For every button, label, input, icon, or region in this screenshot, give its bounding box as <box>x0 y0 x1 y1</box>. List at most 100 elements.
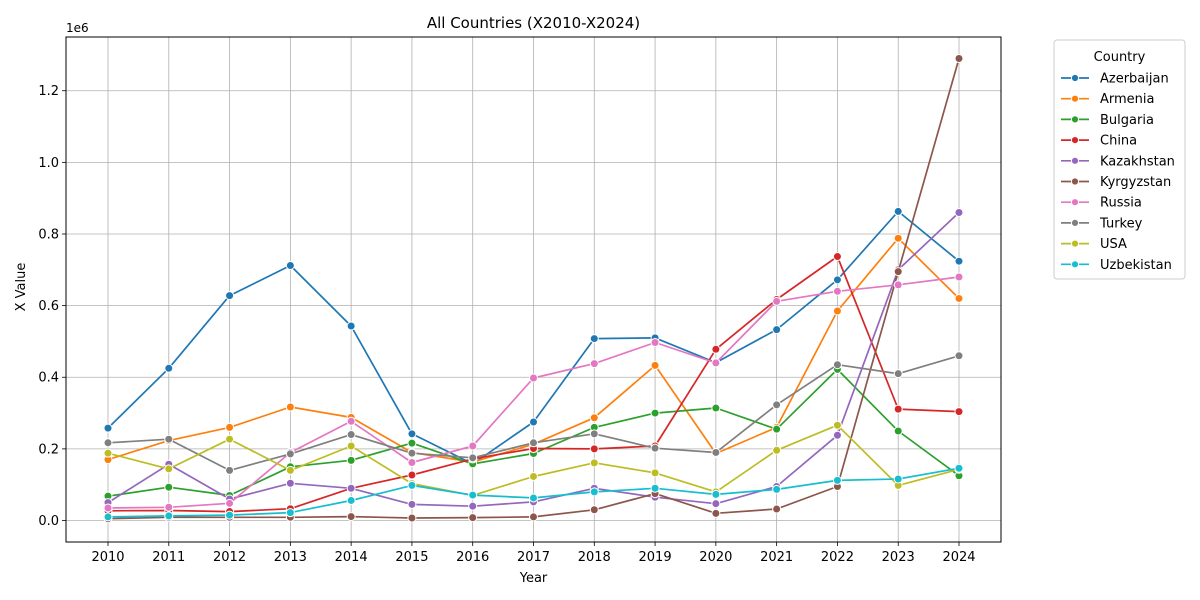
data-point-azerbaijan <box>832 275 842 285</box>
data-point-bulgaria <box>650 408 660 418</box>
legend-label: China <box>1100 134 1137 149</box>
legend-marker <box>1070 198 1080 207</box>
data-point-turkey <box>711 447 721 457</box>
chart-title: All Countries (X2010-X2024) <box>427 14 640 32</box>
legend-item-bulgaria: Bulgaria <box>1061 113 1154 128</box>
data-point-azerbaijan <box>225 291 235 301</box>
legend-label: Uzbekistan <box>1100 258 1172 273</box>
x-tick-label: 2019 <box>639 550 672 565</box>
data-point-turkey <box>407 448 417 458</box>
data-point-usa <box>772 445 782 455</box>
y-tick-label: 1.2 <box>38 84 59 99</box>
legend-marker <box>1070 94 1080 103</box>
legend-marker <box>1070 115 1080 124</box>
series-kyrgyzstan <box>103 53 964 524</box>
x-tick-label: 2024 <box>942 550 975 565</box>
data-point-bulgaria <box>346 455 356 465</box>
data-point-armenia <box>285 402 295 412</box>
series-uzbekistan <box>103 463 964 522</box>
y-axis: 0.0 0.2 0.4 0.6 0.8 1.0 1.2 <box>38 84 66 529</box>
data-point-uzbekistan <box>407 480 417 490</box>
data-point-turkey <box>650 443 660 453</box>
data-point-uzbekistan <box>772 484 782 494</box>
data-point-bulgaria <box>164 482 174 492</box>
legend-marker <box>1070 177 1080 186</box>
x-tick-label: 2015 <box>395 550 428 565</box>
data-point-armenia <box>893 233 903 243</box>
data-point-usa <box>103 448 113 458</box>
legend-label: Bulgaria <box>1100 113 1154 128</box>
data-point-uzbekistan <box>589 487 599 497</box>
data-point-russia <box>772 296 782 306</box>
data-point-kazakhstan <box>954 207 964 217</box>
data-point-uzbekistan <box>164 511 174 521</box>
x-tick-label: 2012 <box>213 550 246 565</box>
y-tick-label: 0.6 <box>38 299 59 314</box>
y-tick-label: 0.2 <box>38 442 59 457</box>
legend-title: Country <box>1094 50 1146 65</box>
data-point-russia <box>954 272 964 282</box>
y-tick-label: 0.0 <box>38 514 59 529</box>
data-point-kyrgyzstan <box>711 508 721 518</box>
data-point-kyrgyzstan <box>529 512 538 522</box>
data-point-usa <box>529 471 538 481</box>
data-point-bulgaria <box>893 426 903 436</box>
x-tick-label: 2016 <box>456 550 489 565</box>
x-tick-label: 2013 <box>274 550 307 565</box>
data-point-bulgaria <box>711 403 721 413</box>
data-point-russia <box>103 503 113 513</box>
legend-item-china: China <box>1061 134 1137 149</box>
x-tick-label: 2010 <box>91 550 124 565</box>
data-point-china <box>407 470 417 480</box>
x-tick-label: 2014 <box>335 550 368 565</box>
data-point-uzbekistan <box>711 489 721 499</box>
legend-item-kazakhstan: Kazakhstan <box>1061 154 1175 169</box>
data-point-bulgaria <box>407 438 417 448</box>
data-point-azerbaijan <box>772 325 782 335</box>
legend-marker <box>1070 73 1080 83</box>
data-point-turkey <box>529 438 538 448</box>
series-lines <box>103 53 964 524</box>
data-point-kazakhstan <box>285 478 295 488</box>
data-point-kyrgyzstan <box>772 504 782 514</box>
data-point-armenia <box>225 422 235 432</box>
legend-label: Azerbaijan <box>1100 72 1169 87</box>
x-tick-label: 2011 <box>152 550 185 565</box>
data-point-uzbekistan <box>529 493 538 503</box>
data-point-turkey <box>832 360 842 370</box>
legend-marker <box>1070 156 1080 165</box>
data-point-usa <box>285 465 295 475</box>
legend-item-armenia: Armenia <box>1061 92 1155 107</box>
data-point-turkey <box>954 351 964 361</box>
data-point-azerbaijan <box>103 423 113 433</box>
y-axis-label: X Value <box>14 263 29 312</box>
legend-label: Turkey <box>1099 216 1143 231</box>
data-point-uzbekistan <box>285 508 295 518</box>
legend-item-turkey: Turkey <box>1061 216 1143 231</box>
data-point-russia <box>346 416 356 426</box>
data-point-china <box>954 407 964 417</box>
data-point-russia <box>529 373 538 383</box>
data-point-usa <box>164 464 174 474</box>
data-point-china <box>893 404 903 414</box>
x-tick-label: 2020 <box>699 550 732 565</box>
data-point-usa <box>832 420 842 430</box>
data-point-turkey <box>285 449 295 459</box>
legend-label: Armenia <box>1100 92 1155 107</box>
legend-marker <box>1070 260 1080 269</box>
legend-frame <box>1053 39 1186 280</box>
data-point-china <box>832 252 842 262</box>
data-point-azerbaijan <box>529 417 538 427</box>
data-point-azerbaijan <box>407 429 417 439</box>
data-point-azerbaijan <box>164 363 174 373</box>
data-point-turkey <box>164 434 174 444</box>
legend-label: Kyrgyzstan <box>1100 175 1171 190</box>
data-point-uzbekistan <box>103 512 113 522</box>
data-point-armenia <box>589 413 599 423</box>
data-point-turkey <box>225 465 235 475</box>
data-point-azerbaijan <box>893 206 903 216</box>
data-point-uzbekistan <box>650 483 660 493</box>
data-point-kyrgyzstan <box>407 513 417 523</box>
